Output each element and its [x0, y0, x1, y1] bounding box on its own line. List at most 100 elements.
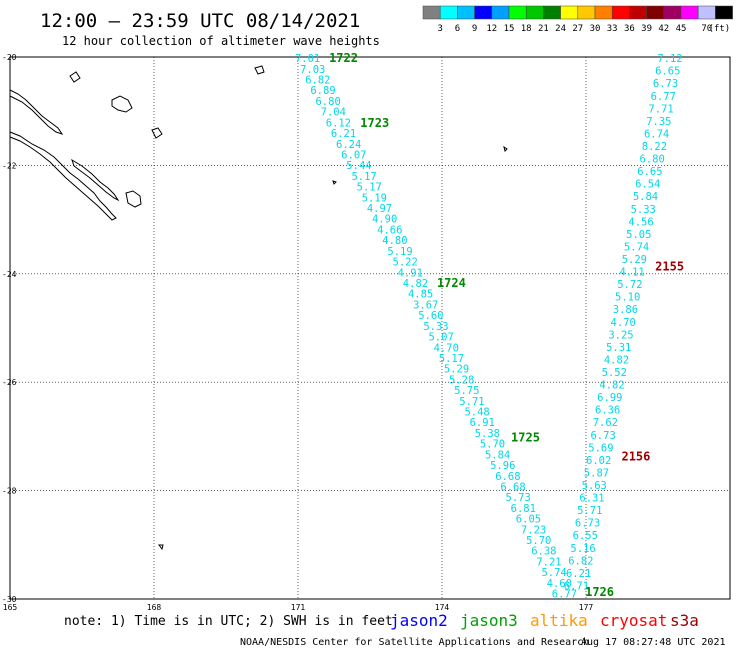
- track1-value: 6.12: [326, 117, 351, 129]
- track2-value: 6.73: [653, 78, 678, 90]
- track1-value: 3.67: [413, 299, 438, 311]
- track1-value: 6.68: [500, 481, 525, 493]
- track2-value: 6.82: [568, 555, 593, 567]
- legend-label: 9: [472, 24, 477, 34]
- time-label-track2: 2156: [621, 449, 650, 463]
- legend-label: 30: [590, 24, 601, 34]
- time-label-track1: 1726: [585, 585, 614, 599]
- track1-value: 7.03: [300, 64, 325, 76]
- hunter-island: [332, 180, 337, 185]
- axis-labels: 165 168 171 174 177 -20 -22 -24 -26 -28 -30: [2, 53, 593, 612]
- track1-value: 6.21: [331, 128, 356, 140]
- track2-value: 7.71: [648, 103, 673, 115]
- track2-value: 7.35: [646, 116, 671, 128]
- altimeter-tracks: 7.017.036.826.896.807.046.126.216.246.07…: [295, 51, 684, 601]
- track1-value: 7.01: [295, 53, 320, 65]
- track1-value: 7.21: [536, 556, 561, 568]
- track1-value: 5.17: [351, 171, 376, 183]
- track1-value: 5.96: [490, 460, 515, 472]
- legend-label: 15: [504, 24, 515, 34]
- satellite-jason2: jason2: [390, 611, 448, 630]
- legend-label: 24: [555, 24, 566, 34]
- northern-reef: [9, 89, 64, 135]
- track2-value: 5.29: [622, 254, 647, 266]
- time-label-track1: 1722: [329, 51, 358, 65]
- legend-swatch: [543, 5, 561, 20]
- time-label-track1: 1723: [360, 116, 389, 130]
- legend-label: 42: [658, 24, 669, 34]
- track1-value: 5.17: [439, 353, 464, 365]
- legend-swatch: [508, 5, 527, 20]
- track1-value: 6.24: [336, 139, 361, 151]
- mare-island: [151, 127, 163, 139]
- track2-value: 6.65: [655, 66, 680, 78]
- footer-timestamp: Aug 17 08:27:48 UTC 2021: [581, 637, 726, 648]
- norfolk-speck: [158, 544, 164, 551]
- satellite-s3a: s3a: [670, 611, 699, 630]
- track1-value: 5.22: [393, 257, 418, 269]
- footer-note: note: 1) Time is in UTC; 2) SWH is in fe…: [64, 614, 393, 629]
- track1-value: 6.68: [495, 471, 520, 483]
- legend-swatch: [457, 5, 475, 20]
- track1-value: 6.91: [470, 417, 495, 429]
- track1-value: 6.89: [310, 85, 335, 97]
- legend-label: 39: [641, 24, 652, 34]
- legend-label: 27: [572, 24, 583, 34]
- y-tick-label: -20: [2, 53, 17, 62]
- track1-value: 5.73: [506, 492, 531, 504]
- track1-value: 5.19: [362, 192, 387, 204]
- legend-label: 33: [607, 24, 618, 34]
- track1-value: 5.17: [357, 182, 382, 194]
- legend-swatch: [646, 5, 665, 20]
- legend-label: 3: [437, 24, 442, 34]
- track1-value: 5.44: [346, 160, 371, 172]
- track2-value: 3.86: [613, 304, 638, 316]
- color-legend: 3 6 9 12 15 18 21 24 27 30 33 36 39 42 45 70(ft): [422, 5, 733, 34]
- track1-value: 4.91: [398, 267, 423, 279]
- track2-value: 4.11: [619, 267, 644, 279]
- track2-value: 6.65: [637, 166, 662, 178]
- track2-value: 5.31: [606, 342, 631, 354]
- track2-value: 6.77: [651, 91, 676, 103]
- track2-value: 6.36: [595, 405, 620, 417]
- track1-value: 6.38: [531, 546, 556, 558]
- legend-label: 12: [486, 24, 497, 34]
- track1-value: 4.70: [434, 342, 459, 354]
- track2-value: 6.54: [635, 179, 660, 191]
- footer-credit: NOAA/NESDIS Center for Satellite Applica…: [240, 637, 589, 648]
- legend-label: 36: [624, 24, 635, 34]
- time-label-track2: 2155: [655, 260, 684, 274]
- track1-value: 5.74: [541, 567, 566, 579]
- legend-label: 21: [538, 24, 549, 34]
- track2-value: 5.84: [633, 191, 658, 203]
- track1-value: 6.77: [552, 589, 577, 601]
- track1-value: 4.60: [547, 578, 572, 590]
- y-tick-label: -28: [2, 487, 17, 496]
- track2-value: 6.71: [564, 580, 589, 592]
- track1-value: 5.29: [444, 364, 469, 376]
- legend-swatch: [611, 5, 630, 20]
- legend-label: 70: [701, 24, 712, 34]
- track2-value: 6.80: [640, 154, 665, 166]
- track2-value: 5.16: [570, 543, 595, 555]
- track1-value: 5.33: [423, 321, 448, 333]
- track2-value: 3.25: [608, 329, 633, 341]
- y-tick-label: -22: [2, 161, 17, 170]
- track2-value: 5.71: [577, 505, 602, 517]
- track2-value: 5.52: [602, 367, 627, 379]
- loyalty-ouvea: [69, 71, 81, 83]
- matthew-island: [503, 145, 508, 152]
- track1-value: 4.85: [408, 289, 433, 301]
- legend-swatch: [715, 5, 733, 20]
- track2-value: 6.55: [573, 530, 598, 542]
- track2-value: 7.12: [657, 53, 682, 65]
- x-tick-label: 177: [579, 603, 594, 612]
- y-tick-label: -26: [2, 378, 17, 387]
- legend-swatch: [697, 5, 716, 20]
- track2-value: 5.87: [584, 467, 609, 479]
- plot-frame: [9, 56, 731, 600]
- legend-swatch: [491, 5, 510, 20]
- y-tick-label: -24: [2, 270, 17, 279]
